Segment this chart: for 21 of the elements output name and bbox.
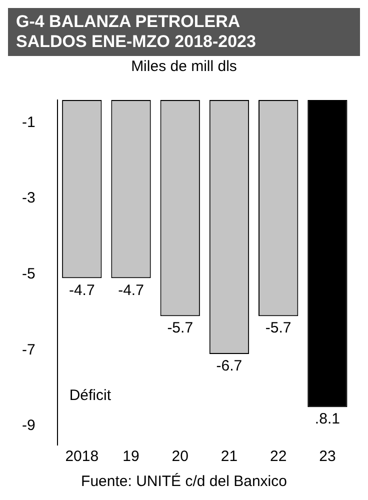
x-tick-label: 2018 xyxy=(65,448,99,466)
y-tick-label: -1 xyxy=(22,114,36,131)
y-tick-label: -9 xyxy=(22,417,36,434)
x-tick-label: 22 xyxy=(270,448,287,466)
data-label: -4.7 xyxy=(118,282,144,299)
source-note: Fuente: UNITÉ c/d del Banxico xyxy=(80,473,288,490)
x-tick-label: 23 xyxy=(319,448,336,466)
chart-title: G-4 BALANZA PETROLERA SALDOS ENE-MZO 2018-2023 xyxy=(8,8,360,56)
data-label: .8.1 xyxy=(314,410,340,428)
data-label: -5.7 xyxy=(265,320,292,337)
data-label: -4.7 xyxy=(68,282,95,299)
y-tick-label: -7 xyxy=(22,341,36,358)
data-label: -5.7 xyxy=(167,320,194,337)
x-tick-label: 20 xyxy=(172,448,188,466)
y-tick-label: -5 xyxy=(22,266,36,283)
x-tick-label: 21 xyxy=(220,448,238,466)
y-tick-label: -3 xyxy=(22,190,36,207)
data-label: -6.7 xyxy=(216,358,242,375)
x-tick-label: 19 xyxy=(122,448,140,466)
y-axis-title: Miles de mill dls xyxy=(130,57,238,77)
annotation: Déficit xyxy=(69,386,112,404)
